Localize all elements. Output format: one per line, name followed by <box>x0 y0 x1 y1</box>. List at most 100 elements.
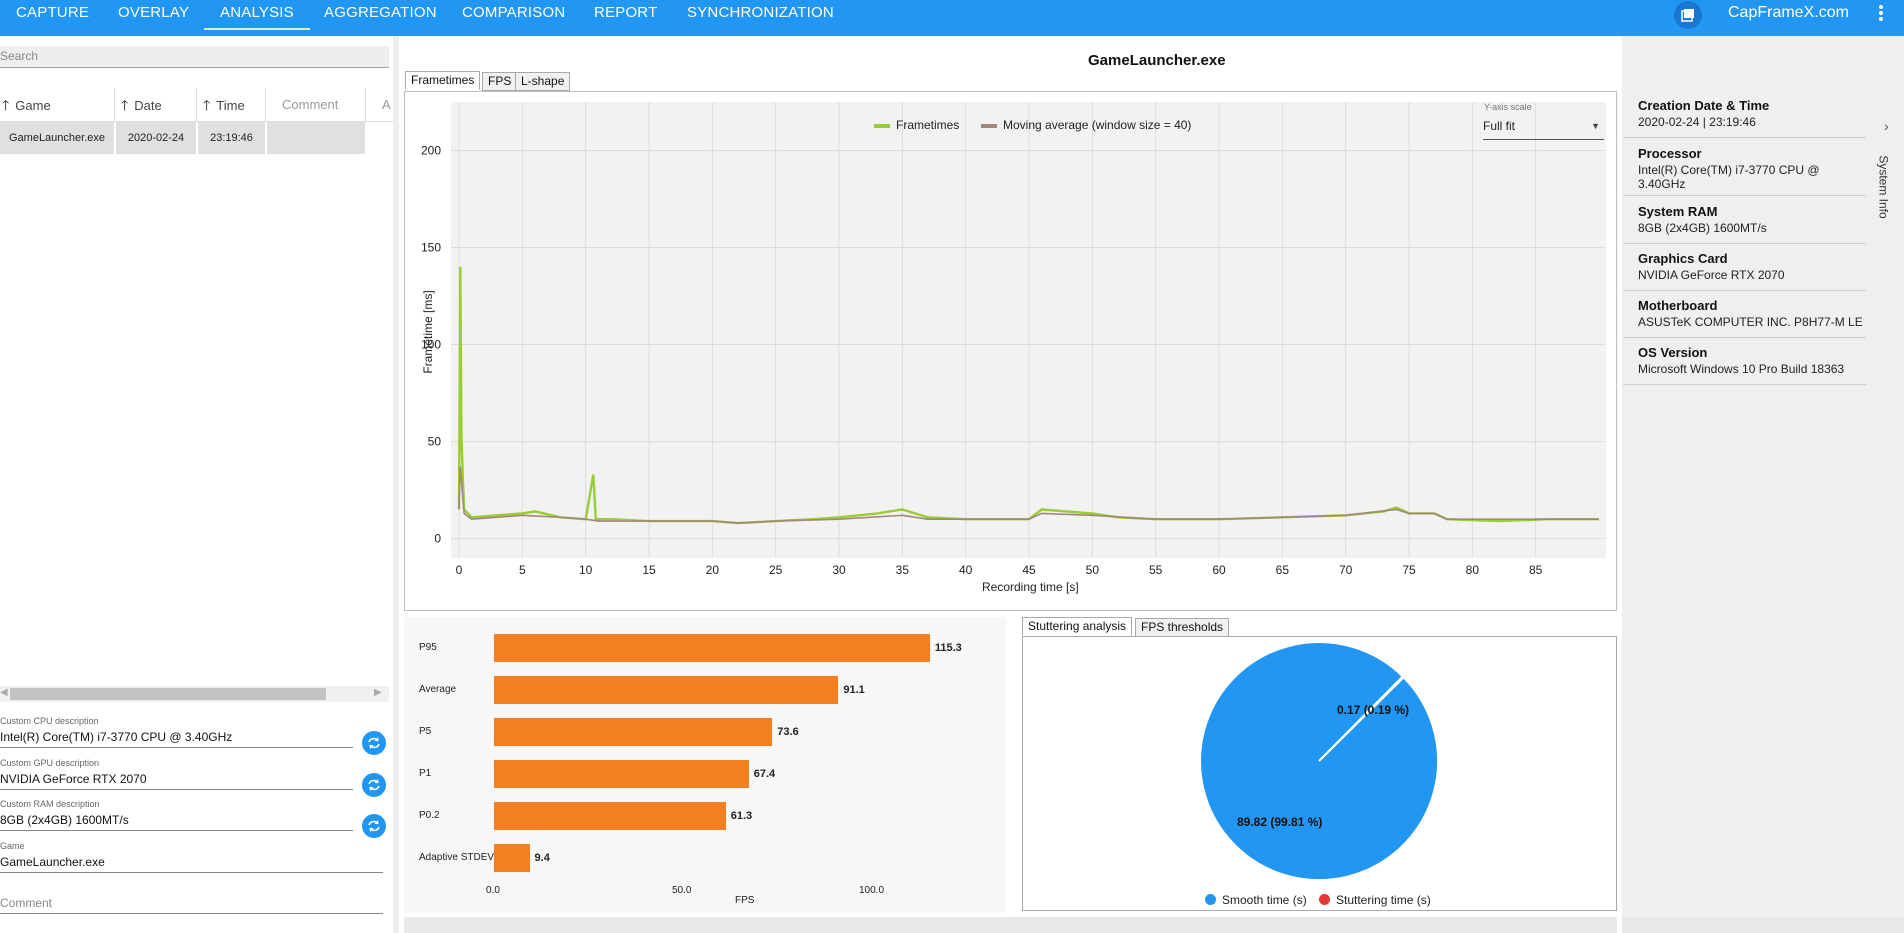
custom-gpu-field[interactable]: Custom GPU description NVIDIA GeForce RT… <box>0 758 353 790</box>
game-input[interactable]: GameLauncher.exe <box>0 853 383 873</box>
info-value: 2020-02-24 | 23:19:46 <box>1638 115 1756 129</box>
info-system-ram: System RAM 8GB (2x4GB) 1600MT/s <box>1623 204 1866 244</box>
legend-frametimes: Frametimes <box>874 118 959 132</box>
legend-swatch <box>874 123 890 128</box>
x-tick-label: 15 <box>642 563 656 577</box>
custom-ram-input[interactable]: 8GB (2x4GB) 1600MT/s <box>0 811 353 831</box>
x-tick-label: 65 <box>1276 563 1290 577</box>
info-heading: Creation Date & Time <box>1638 98 1770 113</box>
info-creation-date: Creation Date & Time 2020-02-24 | 23:19:4… <box>1623 98 1866 138</box>
custom-gpu-input[interactable]: NVIDIA GeForce RTX 2070 <box>0 770 353 790</box>
column-time-label: Time <box>216 98 245 113</box>
legend-dot <box>1319 894 1330 905</box>
tab-overlay[interactable]: OVERLAY <box>118 4 190 21</box>
yaxis-scale-label: Y-axis scale <box>1484 102 1532 112</box>
brand-link[interactable]: CapFrameX.com <box>1728 4 1849 21</box>
sort-arrow-icon: 🡑 <box>2 97 10 113</box>
cell-comment <box>267 122 365 154</box>
column-time[interactable]: 🡑 Time <box>197 88 266 122</box>
bar-category-label: P5 <box>419 726 432 737</box>
tab-aggregation[interactable]: AGGREGATION <box>324 4 437 21</box>
x-tick-label: 35 <box>896 563 910 577</box>
x-tick-label: 40 <box>959 563 973 577</box>
scroll-left-icon[interactable]: ◀ <box>0 687 8 698</box>
cell-time: 23:19:46 <box>198 122 265 154</box>
page-title: GameLauncher.exe <box>1088 52 1226 69</box>
custom-ram-field[interactable]: Custom RAM description 8GB (2x4GB) 1600M… <box>0 799 353 831</box>
yaxis-scale-select[interactable]: Full fit ▼ <box>1483 116 1604 140</box>
tab-synchronization[interactable]: SYNCHRONIZATION <box>687 4 834 21</box>
column-date[interactable]: 🡑 Date <box>115 88 197 122</box>
tab-report[interactable]: REPORT <box>594 4 658 21</box>
screenshot-icon[interactable] <box>1674 1 1702 29</box>
column-date-label: Date <box>134 98 162 113</box>
tab-frametimes[interactable]: Frametimes <box>405 71 481 90</box>
system-info-tab-label: System Info <box>1876 155 1891 219</box>
tab-fps[interactable]: FPS <box>482 72 518 91</box>
column-game[interactable]: 🡑 Game <box>0 88 115 122</box>
info-value: Microsoft Windows 10 Pro Build 18363 <box>1638 362 1845 376</box>
y-tick-label: 150 <box>421 241 441 255</box>
stuttering-pie-chart: 89.82 (99.81 %) 0.17 (0.19 %) <box>1199 641 1440 882</box>
search-input[interactable]: Search <box>0 46 389 68</box>
table-row[interactable]: GameLauncher.exe 2020-02-24 23:19:46 <box>0 122 393 154</box>
comment-field[interactable]: Comment <box>0 894 383 914</box>
system-info-tab[interactable]: System Info <box>1876 150 1896 230</box>
tab-fps-thresholds[interactable]: FPS thresholds <box>1135 618 1230 637</box>
x-tick-label: 25 <box>769 563 783 577</box>
x-tick-label: 60 <box>1212 563 1226 577</box>
legend-moving-average-label: Moving average (window size = 40) <box>1003 118 1192 132</box>
bar-category-label: P1 <box>419 768 432 779</box>
frametimes-line <box>457 266 1599 525</box>
column-comment[interactable]: Comment <box>266 88 366 122</box>
info-value: 8GB (2x4GB) 1600MT/s <box>1638 221 1767 235</box>
bottom-scroll-area <box>404 917 1617 933</box>
tab-analysis[interactable]: ANALYSIS <box>204 0 310 30</box>
bar <box>494 718 773 746</box>
more-menu-icon[interactable] <box>1876 4 1886 24</box>
custom-cpu-field[interactable]: Custom CPU description Intel(R) Core(TM)… <box>0 716 353 748</box>
x-tick-label: 10 <box>579 563 593 577</box>
sort-arrow-icon: 🡑 <box>203 97 211 113</box>
tab-stuttering-analysis[interactable]: Stuttering analysis <box>1022 617 1133 636</box>
custom-ram-label: Custom RAM description <box>0 799 100 809</box>
info-heading: Graphics Card <box>1638 251 1728 266</box>
horizontal-scrollbar[interactable]: ◀ ▶ <box>0 686 389 702</box>
chevron-right-icon[interactable]: › <box>1884 118 1889 134</box>
tab-capture[interactable]: CAPTURE <box>16 4 90 21</box>
cell-game: GameLauncher.exe <box>0 122 114 154</box>
bar <box>494 634 930 662</box>
custom-cpu-input[interactable]: Intel(R) Core(TM) i7-3770 CPU @ 3.40GHz <box>0 728 353 748</box>
info-value: Intel(R) Core(TM) i7-3770 CPU @ 3.40GHz <box>1638 163 1820 191</box>
scroll-right-icon[interactable]: ▶ <box>374 687 382 698</box>
column-more[interactable]: A <box>382 97 391 112</box>
panel-splitter[interactable] <box>393 36 399 933</box>
cell-date: 2020-02-24 <box>116 122 196 154</box>
pie-slice-smooth <box>1199 641 1440 882</box>
records-table-header: 🡑 Game 🡑 Date 🡑 Time Comment A <box>0 88 393 122</box>
refresh-gpu-button[interactable] <box>362 773 386 797</box>
system-info-panel <box>1622 36 1904 933</box>
tab-comparison[interactable]: COMPARISON <box>462 4 566 21</box>
bar-category-label: Adaptive STDEV <box>419 852 495 863</box>
y-tick-label: 200 <box>421 144 441 158</box>
pie-data-label: 89.82 (99.81 %) <box>1237 815 1322 829</box>
y-tick-label: 100 <box>421 338 441 352</box>
dropdown-arrow-icon: ▼ <box>1591 121 1600 131</box>
refresh-cpu-button[interactable] <box>362 731 386 755</box>
scrollbar-thumb[interactable] <box>10 688 326 700</box>
bar-category-label: P95 <box>419 642 437 653</box>
info-os-version: OS Version Microsoft Windows 10 Pro Build… <box>1623 345 1866 385</box>
legend-moving-average: Moving average (window size = 40) <box>981 118 1191 132</box>
tab-l-shape[interactable]: L-shape <box>515 72 571 91</box>
frametime-chart: 0 5 10 15 20 25 30 35 40 45 50 55 60 65 70 75 80 85 0 50 100… <box>421 102 1606 577</box>
bar-value-label: 9.4 <box>534 852 550 864</box>
info-heading: System RAM <box>1638 204 1718 219</box>
game-field[interactable]: Game GameLauncher.exe <box>0 841 383 873</box>
bar-xtick: 50.0 <box>672 885 692 896</box>
x-tick-label: 20 <box>706 563 720 577</box>
refresh-ram-button[interactable] <box>362 814 386 838</box>
y-tick-label: 0 <box>434 532 441 546</box>
comment-input[interactable]: Comment <box>0 894 383 914</box>
bar-category-label: P0.2 <box>419 810 440 821</box>
